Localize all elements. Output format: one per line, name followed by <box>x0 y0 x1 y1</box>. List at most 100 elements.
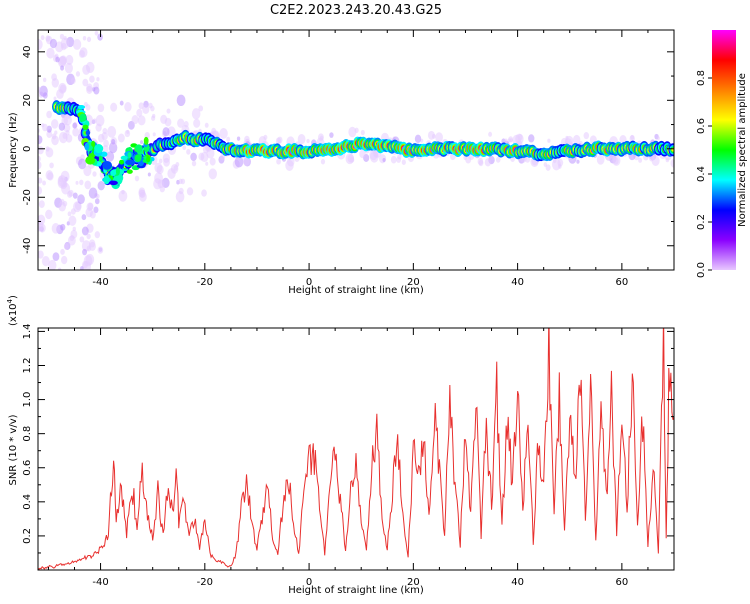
y-tick-label: 1.2 <box>22 358 33 374</box>
noise-blob <box>131 115 139 125</box>
noise-blob <box>547 138 551 143</box>
noise-blob <box>67 235 76 246</box>
noise-blob <box>176 179 180 185</box>
noise-blob <box>60 180 68 190</box>
noise-blob <box>478 159 484 167</box>
noise-blob <box>138 102 144 110</box>
noise-blob <box>245 138 250 144</box>
noise-blob <box>573 134 581 145</box>
noise-blob <box>349 156 355 163</box>
noise-blob <box>177 118 185 128</box>
y-tick-label: 40 <box>22 45 33 58</box>
noise-blob <box>654 133 659 140</box>
noise-blob <box>154 172 163 184</box>
noise-blob <box>211 127 217 135</box>
noise-blob <box>121 189 125 195</box>
noise-blob <box>150 105 155 112</box>
noise-blob <box>81 226 89 236</box>
ridge-cell <box>77 104 86 110</box>
noise-blob <box>83 165 92 177</box>
noise-blob <box>49 38 58 49</box>
ridge-cell <box>119 159 125 165</box>
noise-blob <box>297 134 306 145</box>
noise-blob <box>38 219 44 232</box>
noise-blob <box>137 115 146 126</box>
noise-blob <box>183 121 189 128</box>
noise-blob <box>51 135 59 146</box>
noise-blob <box>191 160 197 167</box>
noise-blob <box>75 156 83 166</box>
noise-blob <box>97 133 105 143</box>
noise-blob <box>638 157 643 163</box>
noise-blob <box>68 215 77 226</box>
spectrogram-x-label: Height of straight line (km) <box>288 285 424 296</box>
noise-blob <box>58 131 68 144</box>
noise-blob <box>54 130 58 135</box>
noise-blob <box>68 189 74 197</box>
noise-blob <box>63 123 71 133</box>
noise-blob <box>45 35 51 42</box>
snr-y-scale: (x104) <box>6 295 19 326</box>
noise-blob <box>107 156 111 161</box>
noise-blob <box>363 153 370 162</box>
noise-blob <box>152 132 156 137</box>
noise-blob <box>79 47 88 58</box>
noise-blob <box>208 168 217 180</box>
noise-blob <box>579 140 583 146</box>
noise-blob <box>93 206 99 214</box>
noise-blob <box>66 221 70 226</box>
noise-blob <box>86 83 93 92</box>
noise-blob <box>124 129 131 138</box>
ridge-cell <box>94 144 104 154</box>
noise-blob <box>78 158 87 170</box>
noise-blob <box>401 159 406 165</box>
noise-blob <box>45 209 53 220</box>
noise-blob <box>69 235 75 242</box>
noise-blob <box>82 78 89 87</box>
noise-blob <box>38 91 44 98</box>
noise-blob <box>143 100 149 108</box>
noise-blob <box>41 123 45 128</box>
noise-blob <box>665 157 670 163</box>
y-tick-label: 20 <box>22 94 33 107</box>
noise-blob <box>139 189 146 198</box>
noise-blob <box>159 185 165 193</box>
noise-blob <box>97 180 105 191</box>
noise-blob <box>166 108 171 114</box>
noise-blob <box>236 136 241 141</box>
noise-blob <box>142 104 150 114</box>
noise-blob <box>136 108 143 117</box>
noise-blob <box>186 149 191 155</box>
noise-blob <box>94 231 101 239</box>
noise-blob <box>67 211 72 217</box>
noise-blob <box>60 170 70 183</box>
noise-blob <box>629 135 635 143</box>
noise-blob <box>79 236 85 243</box>
chart-title: C2E2.2023.243.20.43.G25 <box>270 3 442 18</box>
x-tick-label: 60 <box>616 277 629 288</box>
noise-blob <box>167 126 176 138</box>
x-tick-label: 40 <box>511 577 524 588</box>
noise-blob <box>488 131 493 137</box>
y-tick-label: -20 <box>22 189 33 205</box>
ridge-cell <box>85 156 96 165</box>
noise-blob <box>97 103 105 113</box>
noise-blob <box>277 136 283 144</box>
noise-blob <box>38 155 41 163</box>
noise-blob <box>87 202 94 211</box>
ridge-cell <box>120 155 128 160</box>
ridge-cell <box>102 160 113 170</box>
ridge-cell <box>79 113 87 122</box>
noise-blob <box>75 71 81 77</box>
noise-blob <box>48 259 57 270</box>
noise-blob <box>55 41 64 53</box>
noise-blob <box>64 176 68 182</box>
noise-blob <box>173 165 178 171</box>
noise-blob <box>48 129 52 134</box>
noise-blob <box>51 133 57 140</box>
noise-blob <box>58 82 67 94</box>
noise-blob <box>154 162 163 173</box>
noise-blob <box>38 214 46 226</box>
noise-blob <box>84 180 92 190</box>
noise-blob <box>52 252 60 262</box>
